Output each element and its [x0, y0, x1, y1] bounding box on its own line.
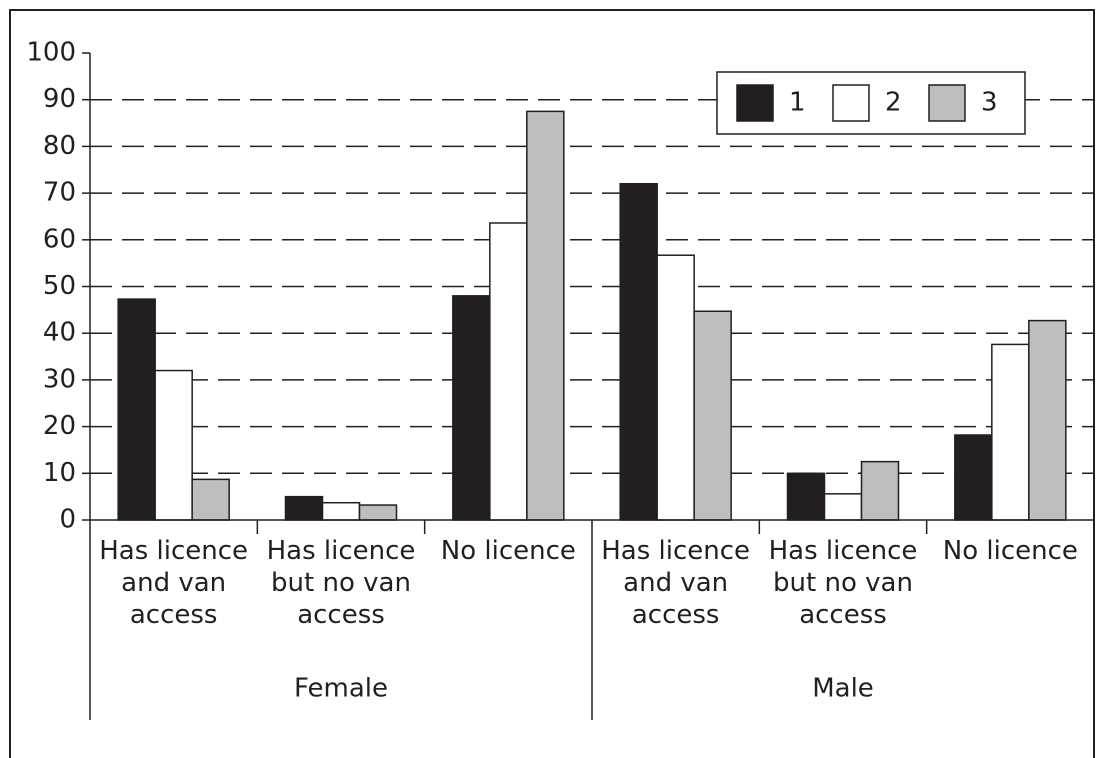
y-tick-label: 40 [43, 318, 76, 348]
legend-label: 2 [885, 88, 902, 118]
group-label: Male [812, 674, 874, 704]
legend-swatch [736, 84, 774, 122]
bar [860, 460, 900, 521]
legend-label: 3 [981, 88, 998, 118]
bar [284, 495, 324, 521]
x-tick-label: Has licence but no van access [267, 536, 416, 630]
bar [526, 110, 565, 521]
x-tick-label: Has licence and van access [99, 536, 248, 630]
bar [1028, 319, 1067, 521]
y-tick-label: 50 [43, 271, 76, 301]
y-tick-label: 90 [43, 84, 76, 114]
y-tick-label: 100 [26, 38, 76, 68]
bar [656, 254, 695, 521]
bar [823, 493, 863, 521]
x-tick-label: No licence [943, 536, 1078, 566]
bar [954, 434, 993, 521]
legend-label: 1 [789, 88, 806, 118]
legend-swatch [832, 84, 870, 122]
bar [619, 183, 658, 521]
legend-swatch [928, 84, 966, 122]
y-tick-label: 10 [43, 458, 76, 488]
y-tick-label: 70 [43, 178, 76, 208]
y-tick-label: 60 [43, 224, 76, 254]
y-tick-label: 0 [59, 505, 76, 535]
bar [693, 310, 732, 521]
bar [358, 504, 398, 521]
y-tick-label: 20 [43, 411, 76, 441]
bar [191, 478, 230, 521]
bar [321, 501, 361, 521]
bar [991, 343, 1030, 521]
y-tick-label: 30 [43, 364, 76, 394]
bar [154, 369, 193, 521]
y-tick-label: 80 [43, 131, 76, 161]
bar [452, 295, 491, 521]
bar [786, 472, 826, 521]
bar [117, 298, 156, 521]
bar [489, 222, 528, 521]
figure-frame [9, 9, 1095, 758]
x-tick-label: Has licence and van access [601, 536, 750, 630]
x-tick-label: No licence [441, 536, 576, 566]
x-tick-label: Has licence but no van access [769, 536, 918, 630]
group-label: Female [294, 674, 388, 704]
